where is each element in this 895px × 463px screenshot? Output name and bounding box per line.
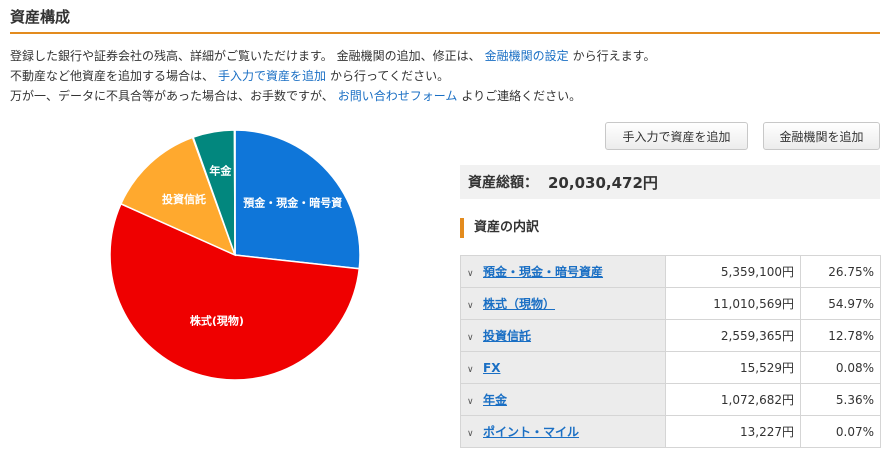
chevron-down-icon[interactable]: ∨ — [467, 364, 474, 375]
chevron-down-icon[interactable]: ∨ — [467, 269, 474, 279]
category-link-fx[interactable]: FX — [483, 360, 501, 375]
breakdown-heading: 資産の内訳 — [460, 218, 539, 238]
manual-asset-link[interactable]: 手入力で資産を追加 — [218, 69, 327, 83]
category-cell: ∨ ポイント・マイル — [460, 415, 666, 448]
percent-cell: 0.07% — [800, 415, 881, 448]
percent-cell: 12.78% — [800, 319, 881, 352]
amount-cell: 2,559,365円 — [665, 319, 801, 352]
pie-slice — [233, 129, 236, 256]
pie-slice — [109, 202, 361, 381]
pie-slice — [119, 136, 237, 257]
description-line-1: 登録した銀行や証券会社の残高、詳細がご覧いただけます。 金融機関の追加、修正は、… — [10, 46, 655, 66]
description-text: から行えます。 — [572, 49, 656, 63]
description-text: から行ってください。 — [330, 69, 450, 83]
table-row: ∨ 年金 1,072,682円 5.36% — [460, 383, 881, 416]
title-divider — [10, 32, 880, 34]
table-row: ∨ FX 15,529円 0.08% — [460, 351, 881, 384]
category-link-funds[interactable]: 投資信託 — [483, 329, 532, 343]
table-row: ∨ ポイント・マイル 13,227円 0.07% — [460, 415, 881, 448]
category-cell: ∨ 投資信託 — [460, 319, 666, 352]
table-row: ∨ 投資信託 2,559,365円 12.78% — [460, 319, 881, 352]
amount-cell: 1,072,682円 — [665, 383, 801, 416]
amount-cell: 15,529円 — [665, 351, 801, 384]
description-text: 万が一、データに不具合等があった場合は、お手数ですが、 — [10, 89, 334, 103]
description-line-3: 万が一、データに不具合等があった場合は、お手数ですが、 お問い合わせフォーム よりご… — [10, 86, 655, 106]
category-link-deposits[interactable]: 預金・現金・暗号資産 — [483, 265, 604, 279]
category-cell: ∨ 年金 — [460, 383, 666, 416]
description-text: よりご連絡ください。 — [461, 89, 582, 103]
table-row: ∨ 預金・現金・暗号資産 5,359,100円 26.75% — [460, 255, 881, 288]
pie-slice-label: 預金・現金・暗号資 — [243, 195, 342, 209]
pie-slice-label: 年金 — [209, 163, 232, 177]
category-cell: ∨ 預金・現金・暗号資産 — [460, 255, 666, 288]
percent-cell: 0.08% — [800, 351, 881, 384]
percent-cell: 5.36% — [800, 383, 881, 416]
percent-cell: 26.75% — [800, 255, 881, 288]
category-cell: ∨ 株式（現物） — [460, 287, 666, 320]
total-assets-value: 20,030,472円 — [548, 173, 658, 192]
category-link-pension[interactable]: 年金 — [483, 393, 508, 407]
pie-slice — [234, 129, 361, 270]
contact-form-link[interactable]: お問い合わせフォーム — [337, 89, 458, 103]
percent-cell: 54.97% — [800, 287, 881, 320]
amount-cell: 13,227円 — [665, 415, 801, 448]
description-text: 登録した銀行や証券会社の残高、詳細がご覧いただけます。 金融機関の追加、修正は、 — [10, 49, 481, 63]
category-cell: ∨ FX — [460, 351, 666, 384]
chevron-down-icon[interactable]: ∨ — [467, 333, 474, 343]
table-row: ∨ 株式（現物） 11,010,569円 54.97% — [460, 287, 881, 320]
add-manual-asset-button[interactable]: 手入力で資産を追加 — [605, 122, 748, 150]
amount-cell: 11,010,569円 — [665, 287, 801, 320]
page-title: 資産構成 — [10, 8, 71, 26]
description-text: 不動産など他資産を追加する場合は、 — [10, 69, 215, 83]
description: 登録した銀行や証券会社の残高、詳細がご覧いただけます。 金融機関の追加、修正は、… — [10, 46, 655, 106]
breakdown-table: ∨ 預金・現金・暗号資産 5,359,100円 26.75% ∨ 株式（現物） 11… — [460, 255, 881, 448]
chevron-down-icon[interactable]: ∨ — [467, 301, 474, 311]
pie-slice-label: 投資信託 — [162, 192, 206, 206]
add-institution-button[interactable]: 金融機関を追加 — [763, 122, 880, 150]
chevron-down-icon[interactable]: ∨ — [467, 397, 474, 407]
description-line-2: 不動産など他資産を追加する場合は、 手入力で資産を追加 から行ってください。 — [10, 66, 655, 86]
institution-settings-link[interactable]: 金融機関の設定 — [484, 49, 569, 63]
chevron-down-icon[interactable]: ∨ — [467, 429, 474, 439]
total-assets-box: 資産総額： 20,030,472円 — [460, 165, 880, 199]
amount-cell: 5,359,100円 — [665, 255, 801, 288]
category-link-points[interactable]: ポイント・マイル — [483, 425, 580, 439]
total-assets-label: 資産総額： — [468, 175, 538, 191]
category-link-stocks[interactable]: 株式（現物） — [483, 297, 556, 311]
pie-slice-label: 株式(現物) — [190, 313, 244, 327]
